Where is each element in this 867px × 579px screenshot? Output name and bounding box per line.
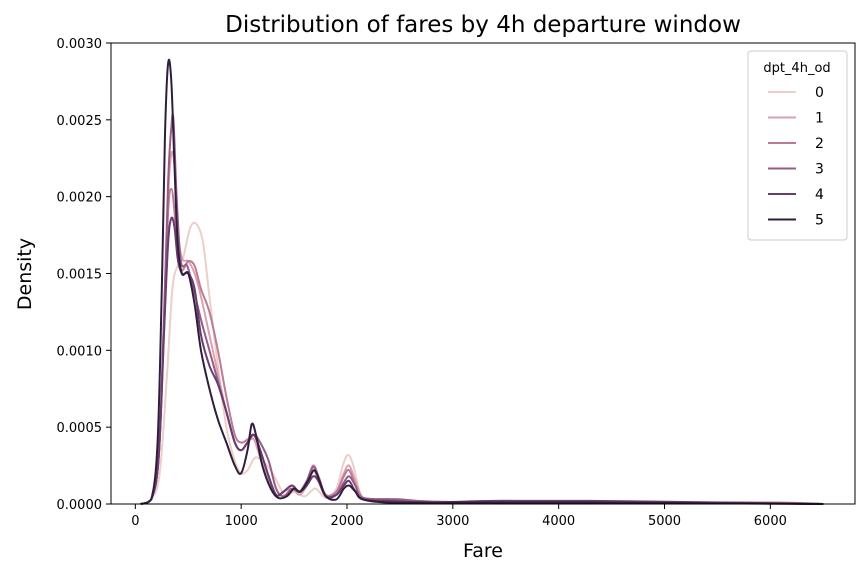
y-tick-label: 0.0015	[57, 268, 103, 283]
series-line-2	[140, 187, 824, 505]
legend-label: 5	[815, 213, 824, 229]
y-tick-label: 0.0020	[57, 191, 103, 206]
y-tick-label: 0.0025	[57, 114, 103, 129]
y-tick-label: 0.0010	[57, 344, 103, 359]
x-tick-label: 0	[131, 514, 139, 529]
series-line-3	[140, 113, 824, 505]
x-axis: 0 1000 2000 3000 4000 5000 6000	[131, 504, 787, 529]
x-tick-label: 3000	[436, 514, 469, 529]
y-axis-label: Density	[14, 238, 36, 310]
legend-item-3: 3	[768, 162, 824, 178]
series-line-1	[140, 150, 824, 505]
x-axis-label: Fare	[463, 540, 503, 562]
series-line-0	[140, 221, 824, 505]
x-tick-label: 6000	[754, 514, 787, 529]
chart-title: Distribution of fares by 4h departure wi…	[225, 12, 741, 38]
x-tick-label: 4000	[542, 514, 575, 529]
x-tick-label: 5000	[648, 514, 681, 529]
y-axis: 0.0000 0.0005 0.0010 0.0015 0.0020 0.0025 0.00…	[57, 37, 111, 513]
legend-items: 0 1 2 3 4 5	[768, 85, 824, 229]
legend: dpt_4h_od 0 1 2 3 4 5	[747, 50, 848, 241]
legend-label: 2	[815, 136, 824, 152]
series-line-4	[140, 216, 824, 505]
y-tick-label: 0.0030	[57, 37, 103, 52]
y-tick-label: 0.0000	[57, 498, 103, 513]
plot-area	[140, 58, 824, 505]
legend-item-5: 5	[768, 213, 824, 229]
legend-item-0: 0	[768, 85, 824, 101]
x-tick-label: 1000	[225, 514, 258, 529]
legend-item-2: 2	[768, 136, 824, 152]
series-line-5	[140, 58, 824, 505]
legend-label: 4	[815, 187, 824, 203]
legend-item-4: 4	[768, 187, 824, 203]
legend-label: 3	[815, 162, 824, 178]
legend-label: 0	[815, 85, 824, 101]
legend-title: dpt_4h_od	[763, 61, 830, 76]
legend-label: 1	[815, 111, 824, 127]
legend-box	[747, 50, 848, 241]
x-tick-label: 2000	[330, 514, 363, 529]
legend-item-1: 1	[768, 111, 824, 127]
y-tick-label: 0.0005	[57, 421, 103, 436]
